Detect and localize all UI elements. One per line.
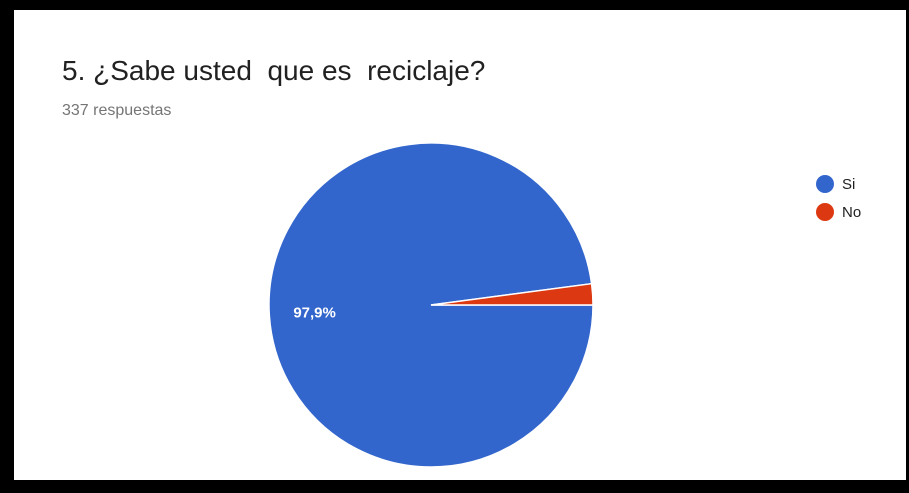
legend-item-si[interactable]: Si: [816, 170, 861, 198]
response-count: 337 respuestas: [62, 102, 172, 119]
legend-item-no[interactable]: No: [816, 198, 861, 226]
chart-card: 5. ¿Sabe usted que es reciclaje? 337 res…: [14, 10, 909, 480]
legend-label-no: No: [842, 203, 862, 221]
pie-chart: 97,9%: [268, 142, 594, 468]
chart-title: 5. ¿Sabe usted que es reciclaje?: [62, 55, 486, 86]
pie-slice-no[interactable]: [430, 282, 594, 306]
legend-swatch-no: [816, 203, 834, 221]
legend-label-si: Si: [842, 175, 856, 193]
pie-label-si: 97,9%: [293, 305, 336, 322]
chart-legend: Si No: [816, 170, 861, 226]
legend-swatch-si: [816, 175, 834, 193]
